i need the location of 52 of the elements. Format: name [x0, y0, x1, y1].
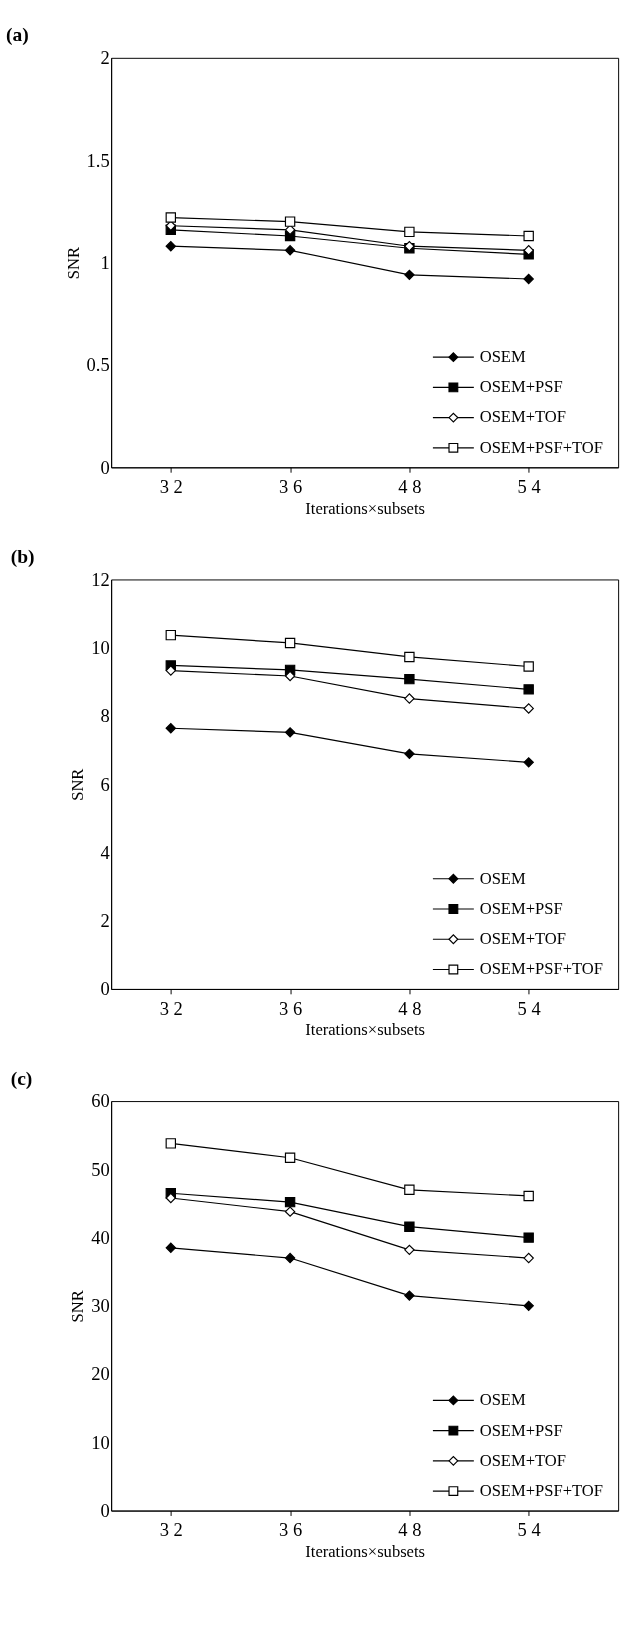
x-axis-title: Iterations×subsets — [305, 1541, 426, 1561]
x-tick-label: 4 8 — [398, 1519, 422, 1541]
x-tick-label: 3 6 — [279, 476, 303, 498]
y-tick-label: 1.5 — [86, 149, 110, 171]
legend-label: OSEM+PSF — [479, 1420, 563, 1440]
chart-title: (c) — [10, 1067, 33, 1090]
y-tick-label: 10 — [91, 637, 110, 659]
legend-label: OSEM+TOF — [479, 1450, 567, 1470]
chart-title: (b) — [10, 545, 35, 568]
y-tick-label: 1 — [100, 251, 110, 273]
legend-label: OSEM+PSF — [479, 898, 563, 918]
x-axis-title: Iterations×subsets — [305, 498, 426, 518]
y-axis-title: SNR — [68, 767, 88, 801]
chart-title: (a) — [6, 24, 29, 47]
y-tick-label: 12 — [91, 568, 110, 590]
legend-label: OSEM+PSF — [479, 377, 563, 397]
legend-label: OSEM — [479, 868, 526, 888]
y-axis-title: SNR — [68, 1289, 88, 1323]
x-tick-label: 3 2 — [159, 476, 183, 498]
legend-label: OSEM+TOF — [479, 407, 567, 427]
y-tick-label: 30 — [91, 1295, 110, 1317]
y-tick-label: 50 — [91, 1158, 110, 1180]
x-tick-label: 3 2 — [159, 1519, 183, 1541]
legend-label: OSEM+PSF+TOF — [479, 437, 604, 457]
y-tick-label: 20 — [91, 1363, 110, 1385]
legend-label: OSEM+TOF — [479, 929, 567, 949]
x-tick-label: 3 2 — [159, 997, 183, 1019]
y-tick-label: 0 — [100, 456, 110, 478]
x-tick-label: 3 6 — [279, 1519, 303, 1541]
y-tick-label: 60 — [91, 1090, 110, 1112]
legend-label: OSEM+PSF+TOF — [479, 1480, 604, 1500]
y-tick-label: 0 — [100, 978, 110, 1000]
y-tick-label: 10 — [91, 1431, 110, 1453]
x-tick-label: 5 4 — [517, 997, 541, 1019]
y-tick-label: 4 — [100, 841, 110, 863]
y-tick-label: 0.5 — [86, 354, 110, 376]
y-tick-label: 40 — [91, 1226, 110, 1248]
y-tick-label: 6 — [100, 773, 110, 795]
x-tick-label: 4 8 — [398, 476, 422, 498]
x-axis-title: Iterations×subsets — [305, 1020, 426, 1040]
y-tick-label: 0 — [100, 1499, 110, 1521]
y-tick-label: 8 — [100, 705, 110, 727]
x-tick-label: 5 4 — [517, 1519, 541, 1541]
legend-label: OSEM — [479, 1390, 526, 1410]
x-tick-label: 4 8 — [398, 997, 422, 1019]
y-axis-title: SNR — [63, 246, 83, 280]
y-tick-label: 2 — [100, 910, 110, 932]
legend-label: OSEM — [479, 347, 526, 367]
legend-label: OSEM+PSF+TOF — [479, 959, 604, 979]
x-tick-label: 5 4 — [517, 476, 541, 498]
x-tick-label: 3 6 — [279, 997, 303, 1019]
y-tick-label: 2 — [100, 47, 110, 69]
